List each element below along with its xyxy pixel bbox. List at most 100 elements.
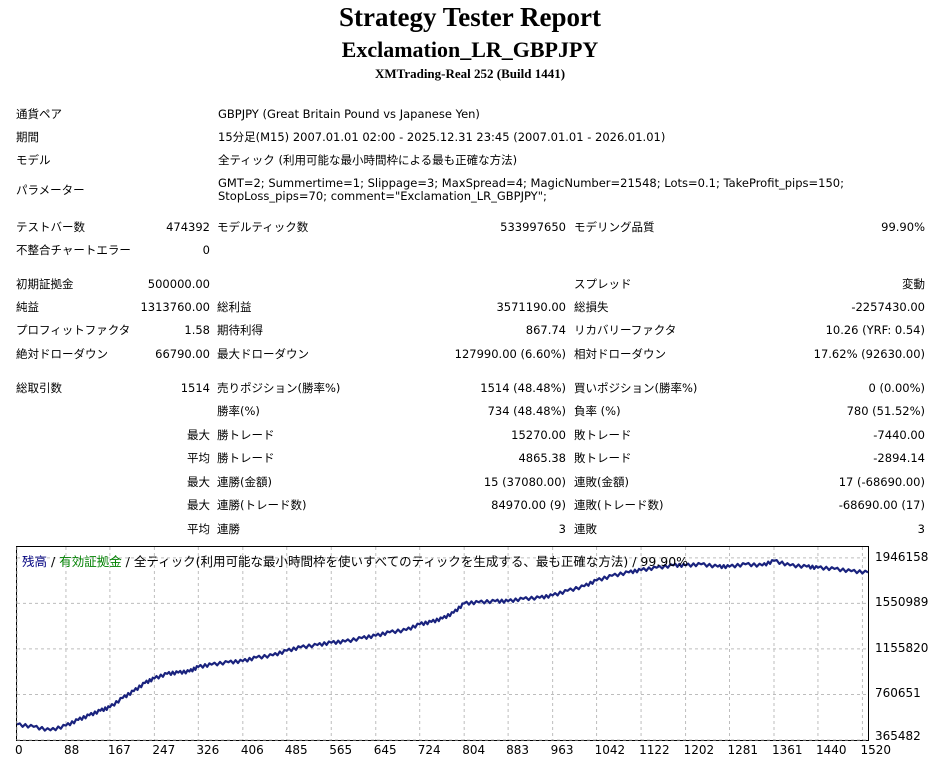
deposit-label: 初期証拠金 bbox=[16, 277, 74, 291]
cons-win-money-value: 15 (37080.00) bbox=[483, 475, 566, 489]
cons-win-money-label: 連勝(金額) bbox=[217, 475, 272, 489]
best-trade-label: 勝トレード bbox=[217, 428, 275, 442]
x-tick-label: 565 bbox=[329, 743, 353, 757]
recovery-factor-label: リカバリーファクタ bbox=[574, 323, 677, 337]
loss-rate-value: 780 (51.52%) bbox=[846, 404, 925, 418]
avg-label: 平均 bbox=[187, 522, 210, 536]
max-drawdown-label: 最大ドローダウン bbox=[217, 347, 309, 361]
short-positions-value: 1514 (48.48%) bbox=[480, 381, 566, 395]
cons-win-trades-label: 連勝(トレード数) bbox=[217, 498, 307, 512]
mismatch-label: 不整合チャートエラー bbox=[16, 243, 131, 257]
y-tick-label: 1155820 bbox=[875, 640, 929, 655]
x-tick-label: 804 bbox=[462, 743, 486, 757]
x-tick-label: 963 bbox=[550, 743, 574, 757]
total-trades-label: 総取引数 bbox=[16, 381, 62, 395]
recovery-factor-value: 10.26 (YRF: 0.54) bbox=[825, 323, 925, 337]
x-tick-label: 1440 bbox=[815, 743, 847, 757]
profit-factor-value: 1.58 bbox=[184, 323, 210, 337]
params-label: パラメーター bbox=[16, 183, 85, 197]
period-label: 期間 bbox=[16, 130, 39, 144]
bars-value: 474392 bbox=[166, 220, 210, 234]
mismatch-value: 0 bbox=[202, 243, 210, 257]
cons-loss-money-label: 連敗(金額) bbox=[574, 475, 629, 489]
balance-chart bbox=[16, 546, 869, 741]
ticks-value: 533997650 bbox=[500, 220, 566, 234]
gross-loss-value: -2257430.00 bbox=[851, 300, 925, 314]
cons-loss-trades-label: 連敗(トレード数) bbox=[574, 498, 664, 512]
spread-value: 変動 bbox=[902, 277, 925, 291]
report-title: Strategy Tester Report bbox=[339, 2, 601, 32]
x-tick-label: 1361 bbox=[772, 743, 803, 757]
loss-rate-label: 負率 (%) bbox=[574, 404, 621, 418]
win-rate-label: 勝率(%) bbox=[217, 404, 260, 418]
gross-loss-label: 総損失 bbox=[574, 300, 609, 314]
legend-rest: / 全ティック(利用可能な最小時間枠を使いすべてのティックを生成する、最も正確な… bbox=[121, 554, 689, 569]
x-tick-label: 88 bbox=[63, 743, 80, 757]
cons-loss-trades-value: -68690.00 (17) bbox=[838, 498, 925, 512]
x-tick-label: 0 bbox=[15, 743, 23, 757]
y-tick-label: 1550989 bbox=[875, 595, 929, 610]
total-trades-value: 1514 bbox=[180, 381, 210, 395]
x-tick-label: 1042 bbox=[594, 743, 626, 757]
worst-trade-value: -7440.00 bbox=[873, 428, 925, 442]
avg-cons-win-label: 連勝 bbox=[217, 522, 240, 536]
expected-payoff-label: 期待利得 bbox=[217, 323, 263, 337]
ticks-label: モデルティック数 bbox=[217, 220, 309, 234]
avg-win-value: 4865.38 bbox=[518, 451, 566, 465]
gross-profit-label: 総利益 bbox=[217, 300, 252, 314]
long-positions-label: 買いポジション(勝率%) bbox=[574, 381, 698, 395]
max-label: 最大 bbox=[187, 475, 210, 489]
short-positions-label: 売りポジション(勝率%) bbox=[217, 381, 341, 395]
y-tick-label: 760651 bbox=[875, 686, 921, 701]
x-tick-label: 1281 bbox=[727, 743, 759, 757]
abs-drawdown-label: 絶対ドローダウン bbox=[16, 347, 108, 361]
abs-drawdown-value: 66790.00 bbox=[155, 347, 210, 361]
quality-value: 99.90% bbox=[881, 220, 925, 234]
deposit-value: 500000.00 bbox=[147, 277, 210, 291]
cons-win-trades-value: 84970.00 (9) bbox=[491, 498, 566, 512]
server-info: XMTrading-Real 252 (Build 1441) bbox=[374, 66, 566, 81]
params-value: GMT=2; Summertime=1; Slippage=3; MaxSpre… bbox=[218, 176, 844, 203]
max-label: 最大 bbox=[187, 428, 210, 442]
x-tick-label: 167 bbox=[107, 743, 131, 757]
avg-cons-loss-label: 連敗 bbox=[574, 522, 597, 536]
expected-payoff-value: 867.74 bbox=[525, 323, 566, 337]
long-positions-value: 0 (0.00%) bbox=[868, 381, 925, 395]
avg-cons-loss-value: 3 bbox=[917, 522, 925, 536]
gross-profit-value: 3571190.00 bbox=[496, 300, 566, 314]
chart-grid bbox=[16, 547, 868, 741]
cons-loss-money-value: 17 (-68690.00) bbox=[838, 475, 925, 489]
legend-balance: 残高 bbox=[22, 554, 48, 569]
report-subtitle: Exclamation_LR_GBPJPY bbox=[341, 37, 599, 62]
x-tick-label: 724 bbox=[417, 743, 441, 757]
net-profit-label: 純益 bbox=[16, 300, 39, 314]
avg-label: 平均 bbox=[187, 451, 210, 465]
avg-loss-value: -2894.14 bbox=[873, 451, 925, 465]
model-value: 全ティック (利用可能な最小時間枠による最も正確な方法) bbox=[218, 153, 518, 167]
rel-drawdown-value: 17.62% (92630.00) bbox=[813, 347, 925, 361]
x-tick-label: 645 bbox=[373, 743, 397, 757]
avg-cons-win-value: 3 bbox=[558, 522, 566, 536]
x-tick-label: 1202 bbox=[683, 743, 715, 757]
x-tick-label: 1520 bbox=[860, 743, 891, 757]
x-tick-label: 247 bbox=[152, 743, 176, 757]
legend-equity: 有効証拠金 bbox=[59, 554, 122, 569]
y-tick-label: 1946158 bbox=[875, 549, 929, 564]
max-label: 最大 bbox=[187, 498, 210, 512]
quality-label: モデリング品質 bbox=[574, 220, 655, 234]
balance-line bbox=[16, 559, 869, 732]
best-trade-value: 15270.00 bbox=[511, 428, 566, 442]
rel-drawdown-label: 相対ドローダウン bbox=[574, 347, 666, 361]
legend-sep: / bbox=[47, 554, 60, 569]
symbol-label: 通貨ペア bbox=[16, 107, 62, 121]
y-tick-label: 365482 bbox=[875, 729, 921, 743]
net-profit-value: 1313760.00 bbox=[140, 300, 210, 314]
win-rate-value: 734 (48.48%) bbox=[487, 404, 566, 418]
x-tick-label: 883 bbox=[506, 743, 530, 757]
profit-factor-label: プロフィットファクタ bbox=[16, 323, 131, 337]
avg-loss-label: 敗トレード bbox=[574, 451, 632, 465]
symbol-value: GBPJPY (Great Britain Pound vs Japanese … bbox=[218, 107, 480, 121]
model-label: モデル bbox=[16, 153, 51, 167]
x-tick-label: 326 bbox=[196, 743, 220, 757]
worst-trade-label: 敗トレード bbox=[574, 428, 632, 442]
